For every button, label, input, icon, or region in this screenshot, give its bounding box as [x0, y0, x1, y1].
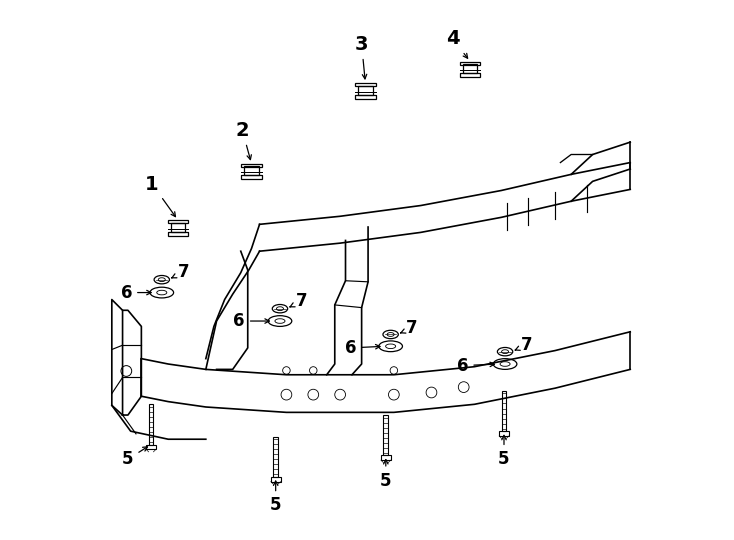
Bar — [460, 62, 480, 65]
Text: 6: 6 — [233, 312, 269, 330]
Text: 3: 3 — [355, 35, 368, 79]
Text: 5: 5 — [498, 435, 509, 468]
Bar — [167, 220, 188, 223]
Text: 6: 6 — [120, 284, 151, 301]
Bar — [355, 95, 376, 99]
Text: 7: 7 — [515, 336, 532, 354]
Bar — [241, 176, 262, 179]
Text: 6: 6 — [345, 339, 380, 357]
Text: 4: 4 — [446, 30, 468, 58]
Bar — [383, 415, 388, 455]
Bar — [148, 404, 153, 444]
Bar — [241, 164, 262, 167]
Bar — [167, 232, 188, 236]
Bar — [244, 166, 258, 176]
Bar — [358, 86, 373, 95]
Text: 5: 5 — [380, 460, 391, 490]
Bar — [499, 431, 509, 436]
Bar — [463, 64, 477, 73]
Text: 7: 7 — [401, 319, 418, 337]
Bar — [171, 223, 185, 232]
Bar — [146, 444, 156, 449]
Bar — [355, 83, 376, 86]
Text: 5: 5 — [270, 481, 281, 514]
Bar — [381, 455, 390, 460]
Bar — [501, 391, 506, 431]
Text: 5: 5 — [122, 447, 148, 468]
Text: 6: 6 — [457, 356, 495, 375]
Text: 1: 1 — [145, 174, 175, 217]
Bar — [273, 436, 278, 477]
Bar — [460, 73, 480, 77]
Bar — [271, 477, 280, 482]
Text: 7: 7 — [290, 292, 308, 310]
Text: 2: 2 — [236, 121, 251, 160]
Text: 7: 7 — [172, 263, 189, 281]
